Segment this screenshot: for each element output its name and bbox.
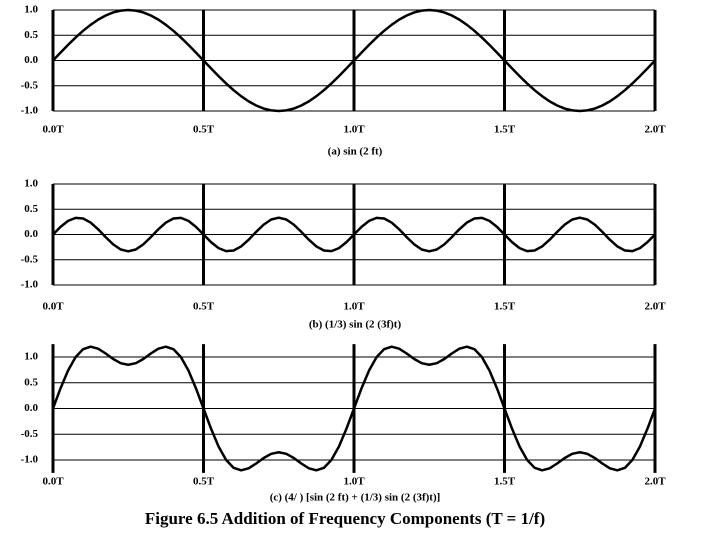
y-tick-label: -1.0 [21, 454, 39, 466]
x-tick-label: 0.0T [42, 124, 64, 136]
series-line [52, 8, 656, 113]
x-tick-label: 1.5T [494, 301, 516, 313]
y-tick-label: 0.0 [24, 54, 38, 66]
y-tick-label: 1.0 [24, 351, 38, 363]
y-tick-label: 1.0 [24, 178, 38, 190]
panel-caption: (c) (4/ ) [sin (2 ft) + (1/3) sin (2 (3f… [270, 492, 441, 504]
figure-caption: Figure 6.5 Addition of Frequency Compone… [145, 509, 545, 528]
y-tick-label: -0.5 [21, 428, 39, 440]
x-tick-label: 0.5T [193, 476, 215, 488]
y-tick-label: -1.0 [21, 279, 39, 291]
panel-caption: (a) sin (2 ft) [328, 146, 383, 158]
y-tick-label: 0.5 [24, 29, 38, 41]
y-tick-label: 0.0 [24, 402, 38, 414]
x-tick-label: 1.0T [343, 124, 365, 136]
y-tick-label: -0.5 [21, 79, 39, 91]
y-tick-label: -1.0 [21, 105, 39, 117]
x-tick-label: 2.0T [644, 301, 666, 313]
y-tick-label: 0.0 [24, 228, 38, 240]
y-tick-label: 1.0 [24, 4, 38, 16]
x-tick-label: 1.5T [494, 124, 516, 136]
x-tick-label: 2.0T [644, 124, 666, 136]
y-tick-label: -0.5 [21, 253, 39, 265]
x-tick-label: 1.5T [494, 476, 516, 488]
x-tick-label: 1.0T [343, 476, 365, 488]
y-tick-label: 0.5 [24, 376, 38, 388]
x-tick-label: 0.5T [193, 124, 215, 136]
x-tick-label: 0.0T [42, 476, 64, 488]
series-line [51, 345, 657, 472]
x-tick-label: 1.0T [343, 301, 365, 313]
x-tick-label: 0.0T [42, 301, 64, 313]
series-line [52, 216, 656, 253]
x-tick-label: 0.5T [193, 301, 215, 313]
y-tick-label: 0.5 [24, 203, 38, 215]
x-tick-label: 2.0T [644, 476, 666, 488]
panel-caption: (b) (1/3) sin (2 (3f)t) [309, 319, 402, 331]
